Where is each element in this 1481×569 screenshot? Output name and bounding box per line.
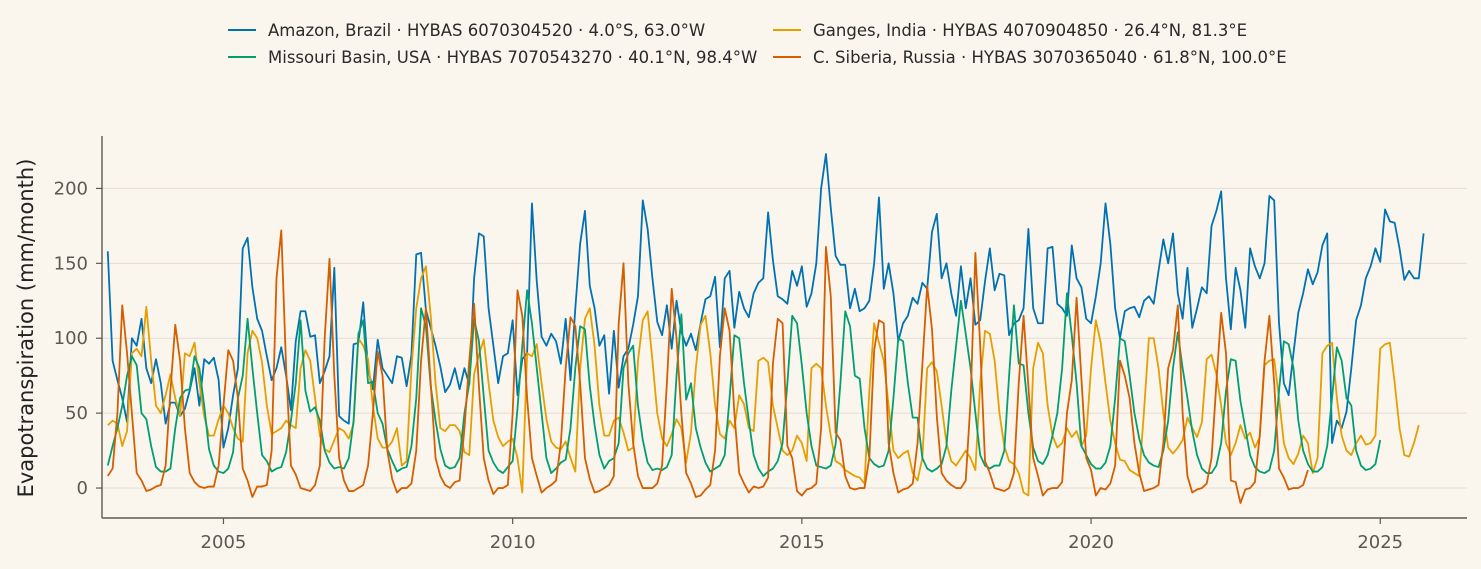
- y-axis-title: Evapotranspiration (mm/month): [14, 159, 38, 498]
- series-line-3: [107, 229, 1309, 504]
- x-tick-label: 2025: [1357, 532, 1403, 553]
- legend-label: Missouri Basin, USA · HYBAS 7070543270 ·…: [268, 48, 757, 67]
- legend-item: Amazon, Brazil · HYBAS 6070304520 · 4.0°…: [228, 21, 705, 40]
- legend-item: C. Siberia, Russia · HYBAS 3070365040 · …: [773, 48, 1287, 67]
- series-line-2: [106, 289, 1382, 477]
- grid: [102, 187, 1467, 489]
- y-tick-label: 50: [65, 403, 88, 424]
- y-tick-label: 200: [54, 178, 88, 199]
- legend-label: Ganges, India · HYBAS 4070904850 · 26.4°…: [813, 21, 1247, 40]
- legend-label: Amazon, Brazil · HYBAS 6070304520 · 4.0°…: [268, 21, 705, 40]
- y-ticks: 0 50 100 150 200: [54, 178, 102, 499]
- legend-item: Ganges, India · HYBAS 4070904850 · 26.4°…: [773, 21, 1247, 40]
- y-tick-label: 100: [54, 328, 88, 349]
- x-ticks: 2005 2010 2015 2020 2025: [201, 518, 1403, 553]
- series-layer: [106, 153, 1425, 504]
- x-tick-label: 2005: [201, 532, 247, 553]
- x-tick-label: 2010: [490, 532, 536, 553]
- legend: Amazon, Brazil · HYBAS 6070304520 · 4.0°…: [228, 21, 1287, 67]
- axes: [101, 136, 1467, 519]
- y-tick-label: 150: [54, 253, 88, 274]
- y-tick-label: 0: [77, 478, 88, 499]
- series-line-0: [106, 153, 1425, 449]
- x-tick-label: 2020: [1068, 532, 1114, 553]
- series-line-1: [107, 265, 1420, 497]
- legend-item: Missouri Basin, USA · HYBAS 7070543270 ·…: [228, 48, 757, 67]
- legend-label: C. Siberia, Russia · HYBAS 3070365040 · …: [813, 48, 1287, 67]
- x-tick-label: 2015: [779, 532, 825, 553]
